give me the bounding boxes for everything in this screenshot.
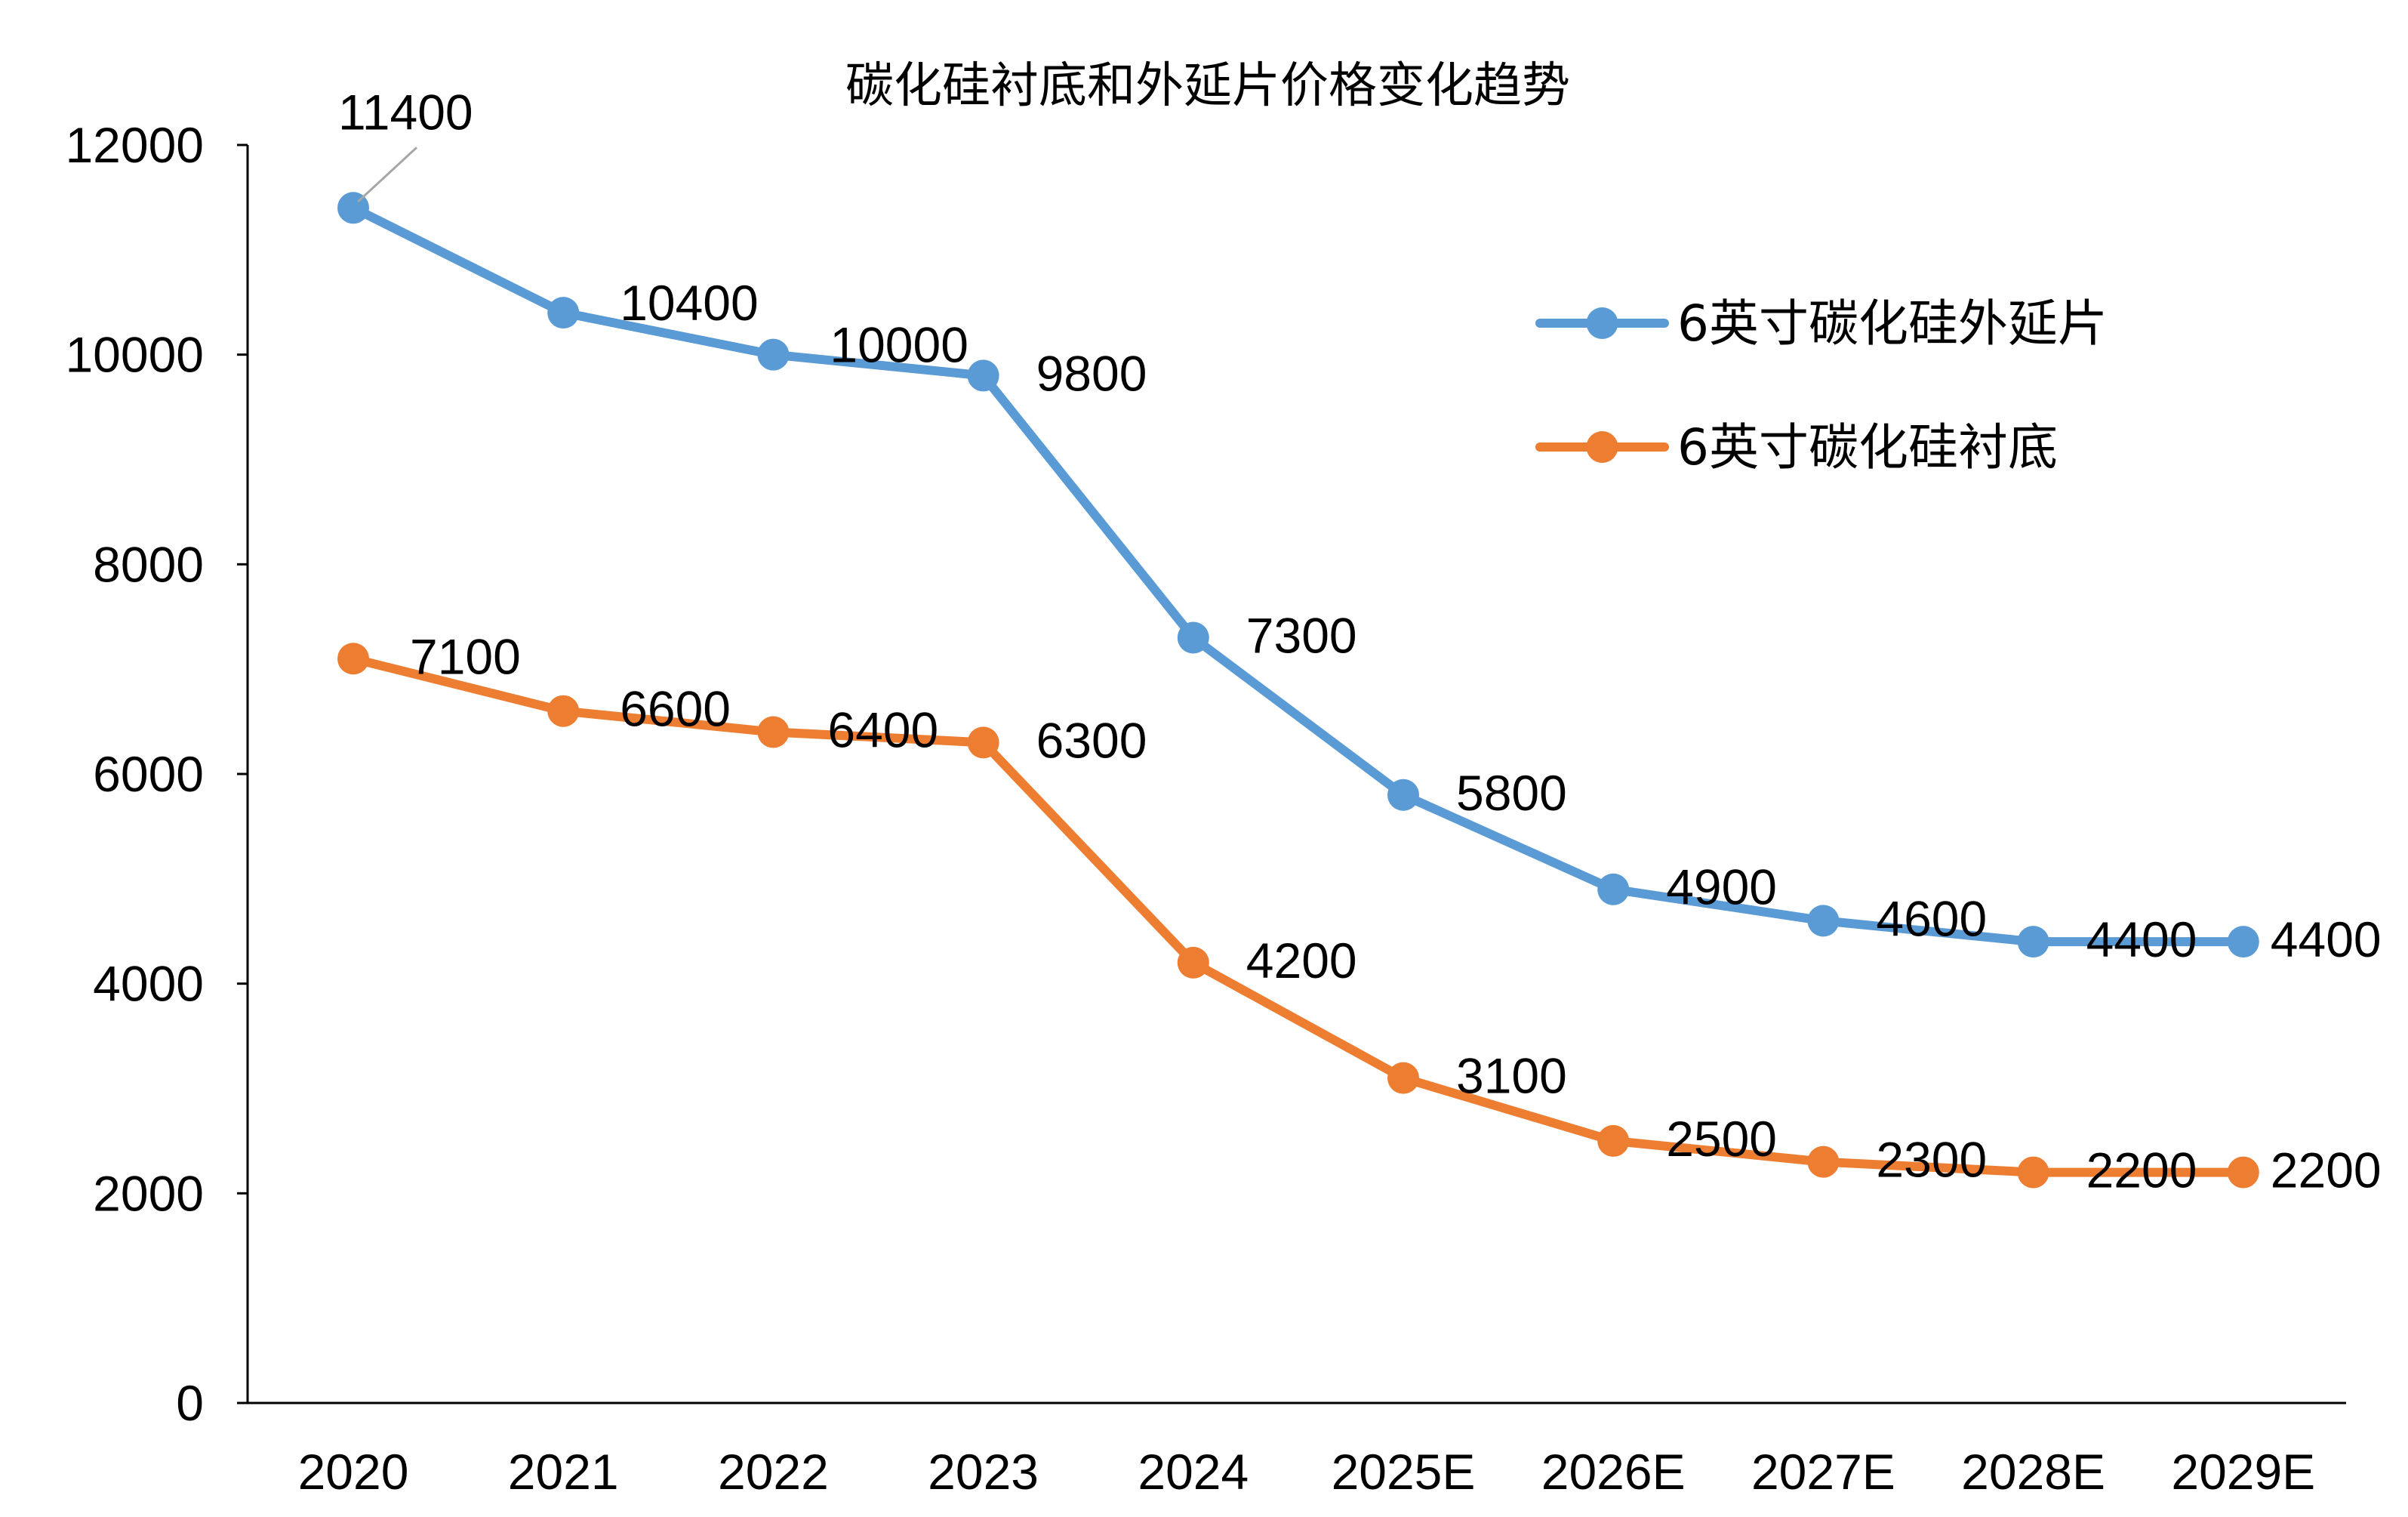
data-label: 2300 (1876, 1132, 1987, 1188)
y-tick-label: 4000 (93, 956, 204, 1012)
x-tick-label: 2024 (1138, 1444, 1249, 1500)
y-tick-label: 6000 (93, 746, 204, 802)
axes: 0 2000 4000 6000 8000 10000 12000 2020 2021 2022 2… (65, 117, 2346, 1500)
data-point (1387, 779, 1419, 811)
data-point (757, 338, 790, 371)
legend: 6英寸碳化硅外延片 6英寸碳化硅衬底 (1535, 294, 2108, 476)
data-point (1807, 905, 1840, 937)
data-label: 4200 (1246, 933, 1357, 988)
data-label: 11400 (338, 84, 473, 140)
legend-item: 6英寸碳化硅衬底 (1535, 418, 2058, 476)
data-labels: 11400 10400 10000 9800 7300 5800 4900 4600 4400 4… (338, 84, 2382, 1198)
legend-item: 6英寸碳化硅外延片 (1535, 294, 2108, 353)
x-tick-label: 2021 (508, 1444, 619, 1500)
data-point (2227, 926, 2259, 958)
data-label: 6300 (1036, 712, 1147, 768)
data-point (2017, 926, 2049, 958)
data-label: 4400 (2086, 911, 2197, 967)
data-label: 4600 (1876, 890, 1987, 946)
legend-label: 6英寸碳化硅外延片 (1677, 294, 2108, 353)
data-label: 10400 (620, 275, 759, 331)
data-label: 2200 (2271, 1142, 2382, 1198)
data-label: 7300 (1246, 608, 1357, 664)
series-substrate (337, 643, 2259, 1189)
data-point (547, 297, 580, 329)
data-label: 6600 (620, 681, 731, 737)
x-tick-label: 2026E (1541, 1444, 1686, 1500)
series-line (349, 654, 2248, 1177)
leader-line (356, 146, 418, 203)
series-epitaxial-wafer (337, 192, 2259, 958)
data-point (1387, 1062, 1419, 1094)
data-label: 9800 (1036, 345, 1147, 401)
data-point (1597, 1124, 1630, 1157)
data-label: 3100 (1456, 1048, 1567, 1104)
data-label: 2200 (2086, 1142, 2197, 1198)
data-label: 4400 (2271, 911, 2382, 967)
data-point (337, 643, 369, 675)
chart-title: 碳化硅衬底和外延片价格变化趋势 (845, 58, 1570, 114)
x-tick-label: 2027E (1751, 1444, 1895, 1500)
legend-label: 6英寸碳化硅衬底 (1677, 418, 2058, 476)
data-point (547, 695, 580, 727)
data-point (2227, 1156, 2259, 1189)
data-point (1177, 621, 1209, 654)
data-point (967, 359, 999, 392)
y-tick-label: 8000 (93, 536, 204, 592)
data-label: 2500 (1666, 1111, 1777, 1167)
x-tick-label: 2023 (928, 1444, 1039, 1500)
data-label: 5800 (1456, 765, 1567, 821)
y-tick-label: 2000 (93, 1165, 204, 1221)
x-tick-label: 2029E (2171, 1444, 2315, 1500)
x-tick-label: 2022 (718, 1444, 829, 1500)
data-label: 10000 (830, 317, 968, 373)
y-tick-label: 10000 (65, 327, 204, 383)
y-tick-label: 0 (176, 1375, 204, 1431)
x-tick-label: 2020 (298, 1444, 409, 1500)
data-point (1597, 873, 1630, 905)
x-tick-label: 2025E (1332, 1444, 1476, 1500)
y-tick-label: 12000 (65, 117, 204, 173)
data-point (967, 726, 999, 759)
data-label: 6400 (827, 701, 938, 757)
data-label: 7100 (410, 628, 521, 684)
data-label: 4900 (1666, 859, 1777, 915)
legend-swatch-marker (1586, 307, 1618, 339)
series-line (349, 203, 2248, 947)
data-point (757, 716, 790, 748)
data-point (1807, 1145, 1840, 1178)
x-tick-label: 2028E (1961, 1444, 2105, 1500)
data-point (1177, 946, 1209, 979)
data-point (2017, 1156, 2049, 1189)
legend-swatch-marker (1586, 431, 1618, 463)
series-group (337, 192, 2259, 1189)
